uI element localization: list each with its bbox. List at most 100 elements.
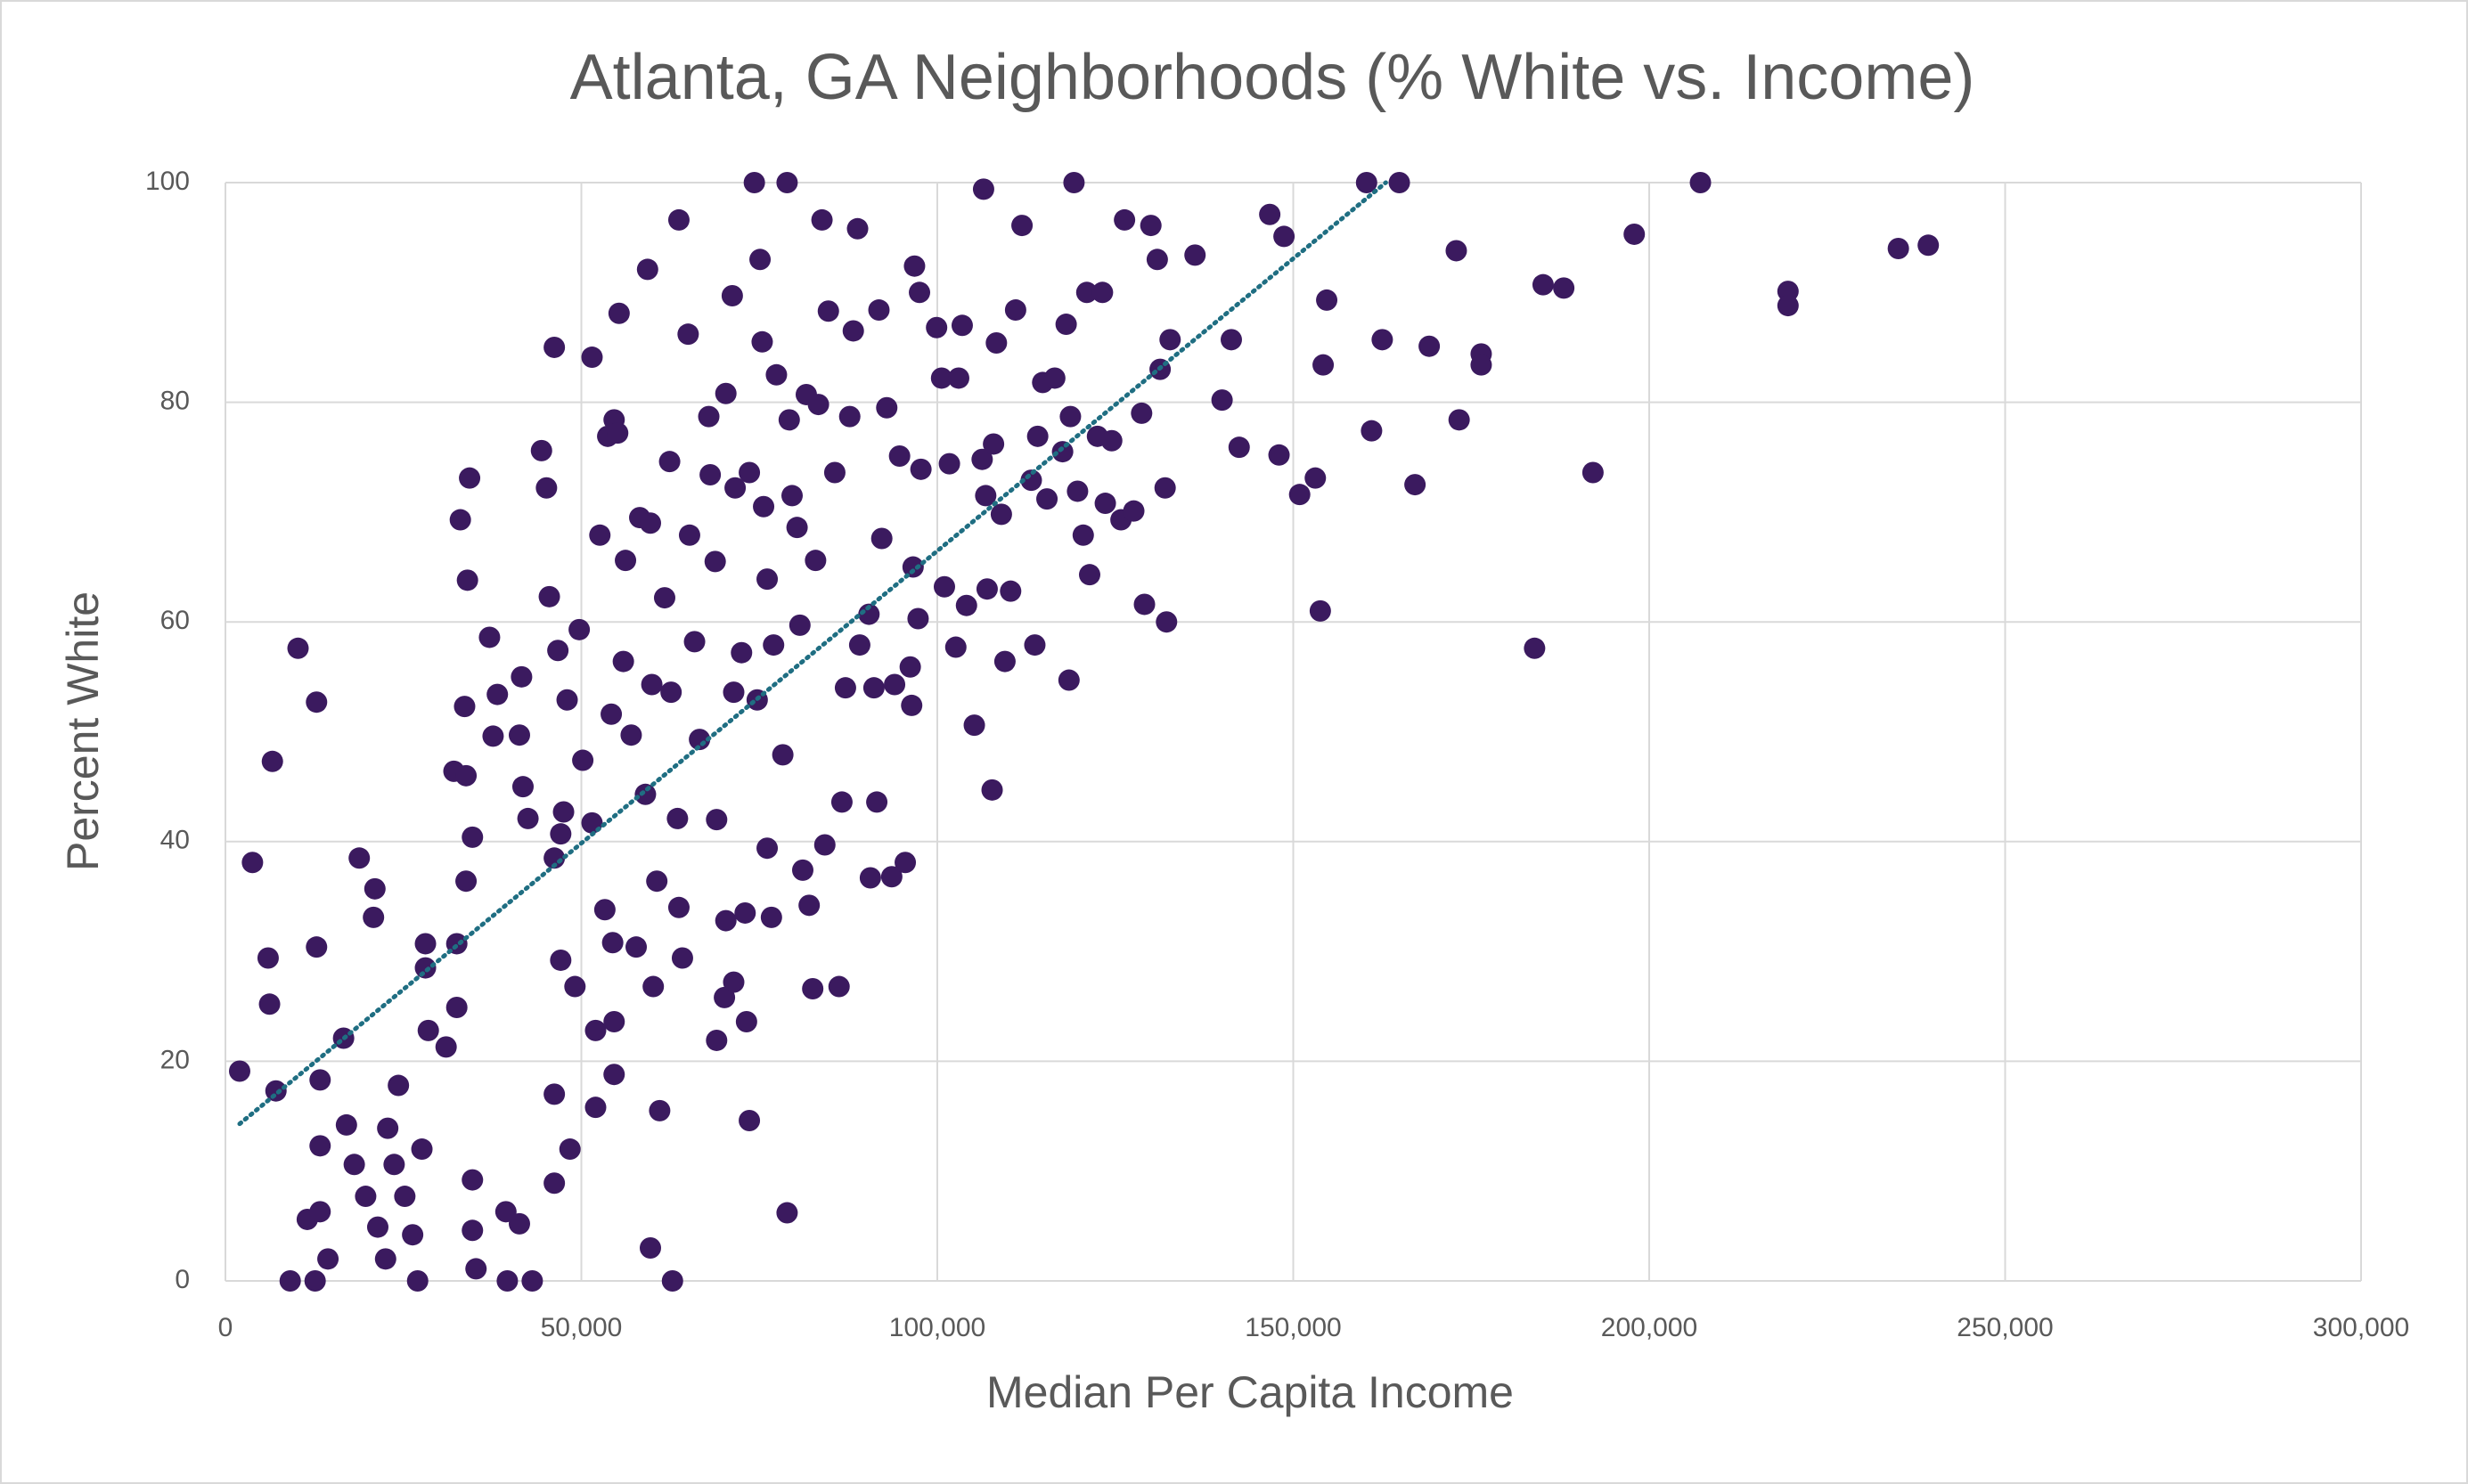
scatter-point bbox=[258, 993, 281, 1015]
scatter-point bbox=[1777, 295, 1799, 317]
scatter-point bbox=[581, 347, 603, 369]
scatter-point bbox=[1114, 208, 1136, 231]
scatter-point bbox=[1273, 225, 1295, 248]
scatter-point bbox=[1309, 599, 1331, 622]
scatter-point bbox=[612, 650, 634, 673]
y-tick-label: 100 bbox=[145, 167, 190, 196]
scatter-point bbox=[1072, 524, 1094, 546]
scatter-point bbox=[640, 1237, 662, 1260]
scatter-point bbox=[601, 703, 623, 725]
scatter-point bbox=[486, 683, 509, 705]
scatter-point bbox=[1036, 488, 1058, 510]
scatter-point bbox=[862, 677, 885, 699]
scatter-point bbox=[388, 1074, 410, 1097]
scatter-point bbox=[1268, 444, 1290, 466]
scatter-point bbox=[366, 1216, 388, 1238]
scatter-point bbox=[1532, 273, 1554, 296]
scatter-point bbox=[772, 744, 794, 766]
scatter-point bbox=[805, 550, 827, 572]
x-tick-label: 250,000 bbox=[1957, 1313, 2053, 1342]
scatter-point bbox=[1689, 172, 1712, 193]
scatter-point bbox=[1404, 474, 1426, 496]
scatter-point bbox=[739, 461, 761, 484]
scatter-point bbox=[550, 949, 572, 971]
scatter-point bbox=[1094, 493, 1116, 515]
scatter-point bbox=[723, 681, 745, 704]
trendline bbox=[237, 180, 1388, 1127]
scatter-point bbox=[1184, 244, 1206, 266]
scatter-point bbox=[454, 696, 476, 718]
scatter-point bbox=[456, 569, 478, 591]
scatter-point bbox=[459, 467, 481, 489]
scatter-point bbox=[1887, 237, 1909, 259]
scatter-point bbox=[933, 575, 955, 598]
scatter-point bbox=[559, 1138, 581, 1161]
scatter-point bbox=[983, 433, 1005, 455]
scatter-point bbox=[678, 524, 700, 546]
scatter-point bbox=[667, 896, 690, 918]
scatter-point bbox=[1100, 429, 1123, 452]
scatter-point bbox=[1159, 329, 1181, 351]
scatter-point bbox=[723, 971, 745, 993]
scatter-point bbox=[880, 866, 903, 888]
y-tick-label: 80 bbox=[160, 387, 190, 416]
scatter-point bbox=[646, 870, 668, 893]
scatter-point bbox=[257, 947, 279, 969]
scatter-point bbox=[930, 367, 952, 389]
scatter-point bbox=[993, 650, 1016, 673]
scatter-point bbox=[543, 1083, 566, 1105]
scatter-point bbox=[241, 852, 264, 874]
scatter-point bbox=[1091, 281, 1114, 304]
x-tick-label: 200,000 bbox=[1601, 1313, 1697, 1342]
scatter-point bbox=[1371, 329, 1393, 351]
scatter-point bbox=[435, 1036, 457, 1058]
scatter-point bbox=[789, 614, 811, 636]
scatter-point bbox=[846, 217, 869, 240]
scatter-point bbox=[309, 1069, 331, 1091]
scatter-point bbox=[739, 1109, 761, 1131]
scatter-point bbox=[909, 281, 931, 304]
scatter-point bbox=[802, 978, 824, 1000]
scatter-point bbox=[870, 527, 893, 550]
scatter-point bbox=[1553, 277, 1575, 299]
x-tick-label: 100,000 bbox=[889, 1313, 985, 1342]
scatter-point bbox=[1259, 203, 1281, 225]
scatter-point bbox=[963, 714, 985, 737]
scatter-point bbox=[1581, 461, 1604, 484]
scatter-point bbox=[607, 422, 629, 444]
x-axis-title: Median Per Capita Income bbox=[986, 1367, 1514, 1417]
scatter-point bbox=[714, 986, 736, 1008]
scatter-point bbox=[417, 1019, 439, 1041]
scatter-point bbox=[363, 906, 385, 928]
scatter-point bbox=[876, 396, 898, 419]
scatter-point bbox=[1140, 215, 1162, 237]
scatter-point bbox=[971, 448, 993, 470]
scatter-point bbox=[972, 178, 994, 200]
scatter-point bbox=[306, 936, 328, 958]
scatter-point bbox=[715, 382, 737, 404]
scatter-point bbox=[1316, 289, 1338, 311]
scatter-point bbox=[348, 847, 371, 869]
scatter-point bbox=[1388, 172, 1410, 193]
scatter-point bbox=[636, 258, 658, 281]
scatter-point bbox=[753, 495, 775, 518]
y-tick-label: 0 bbox=[175, 1265, 190, 1294]
scatter-point bbox=[938, 453, 960, 475]
scatter-point bbox=[508, 724, 530, 746]
scatter-point bbox=[414, 933, 437, 955]
scatter-point bbox=[455, 764, 478, 787]
scatter-point bbox=[951, 314, 973, 337]
scatter-point bbox=[704, 550, 726, 573]
scatter-point bbox=[838, 405, 861, 428]
scatter-point bbox=[1063, 172, 1085, 193]
scatter-point bbox=[1020, 469, 1042, 492]
scatter-point bbox=[677, 323, 699, 346]
scatter-point bbox=[823, 461, 846, 484]
scatter-point bbox=[715, 909, 737, 932]
scatter-point bbox=[1146, 249, 1168, 271]
scatter-point bbox=[990, 503, 1012, 526]
scatter-point bbox=[556, 689, 578, 711]
scatter-point bbox=[834, 677, 856, 699]
scatter-point bbox=[1024, 634, 1046, 656]
